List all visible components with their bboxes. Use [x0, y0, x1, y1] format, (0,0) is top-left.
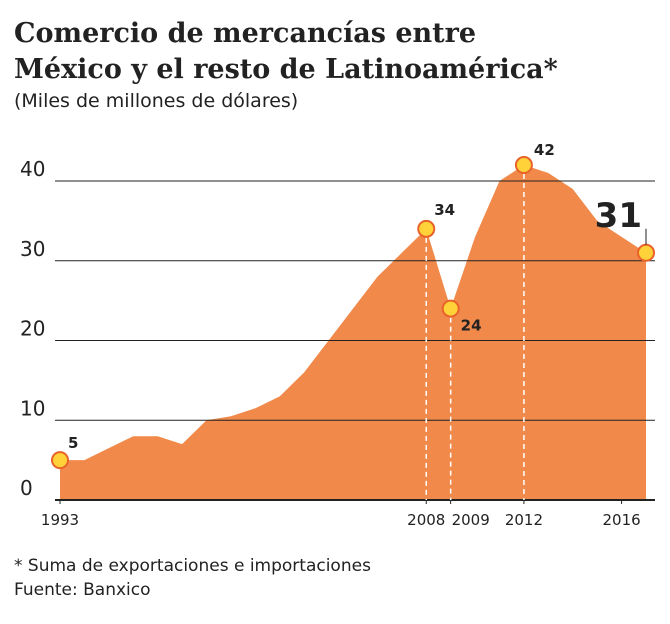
chart-title: México y el resto de Latinoamérica* [14, 54, 558, 85]
x-tick-label: 2016 [602, 511, 640, 529]
x-tick-label: 1993 [41, 511, 79, 529]
x-tick-label: 2008 [407, 511, 445, 529]
point-marker [637, 243, 655, 262]
data-label: 42 [534, 141, 555, 159]
source: Fuente: Banxico [14, 580, 151, 600]
y-tick-label: 40 [20, 157, 45, 181]
data-label: 5 [68, 434, 78, 452]
area [60, 165, 646, 501]
chart-title: Comercio de mercancías entre [14, 18, 476, 49]
y-tick-label: 10 [20, 396, 45, 420]
data-label: 24 [461, 317, 482, 335]
y-tick-label: 0 [20, 476, 33, 500]
chart-subtitle: (Miles de millones de dólares) [14, 90, 298, 112]
data-label: 34 [434, 201, 455, 219]
point-marker [417, 219, 436, 238]
point-marker [441, 299, 460, 318]
point-marker [51, 451, 69, 470]
data-label: 31 [595, 196, 642, 236]
x-tick-label: 2009 [452, 511, 490, 529]
footnote: * Suma de exportaciones e importaciones [14, 556, 371, 576]
x-tick-label: 2012 [505, 511, 543, 529]
point-marker [514, 156, 533, 175]
y-tick-label: 30 [20, 237, 45, 261]
y-tick-label: 20 [20, 317, 45, 341]
